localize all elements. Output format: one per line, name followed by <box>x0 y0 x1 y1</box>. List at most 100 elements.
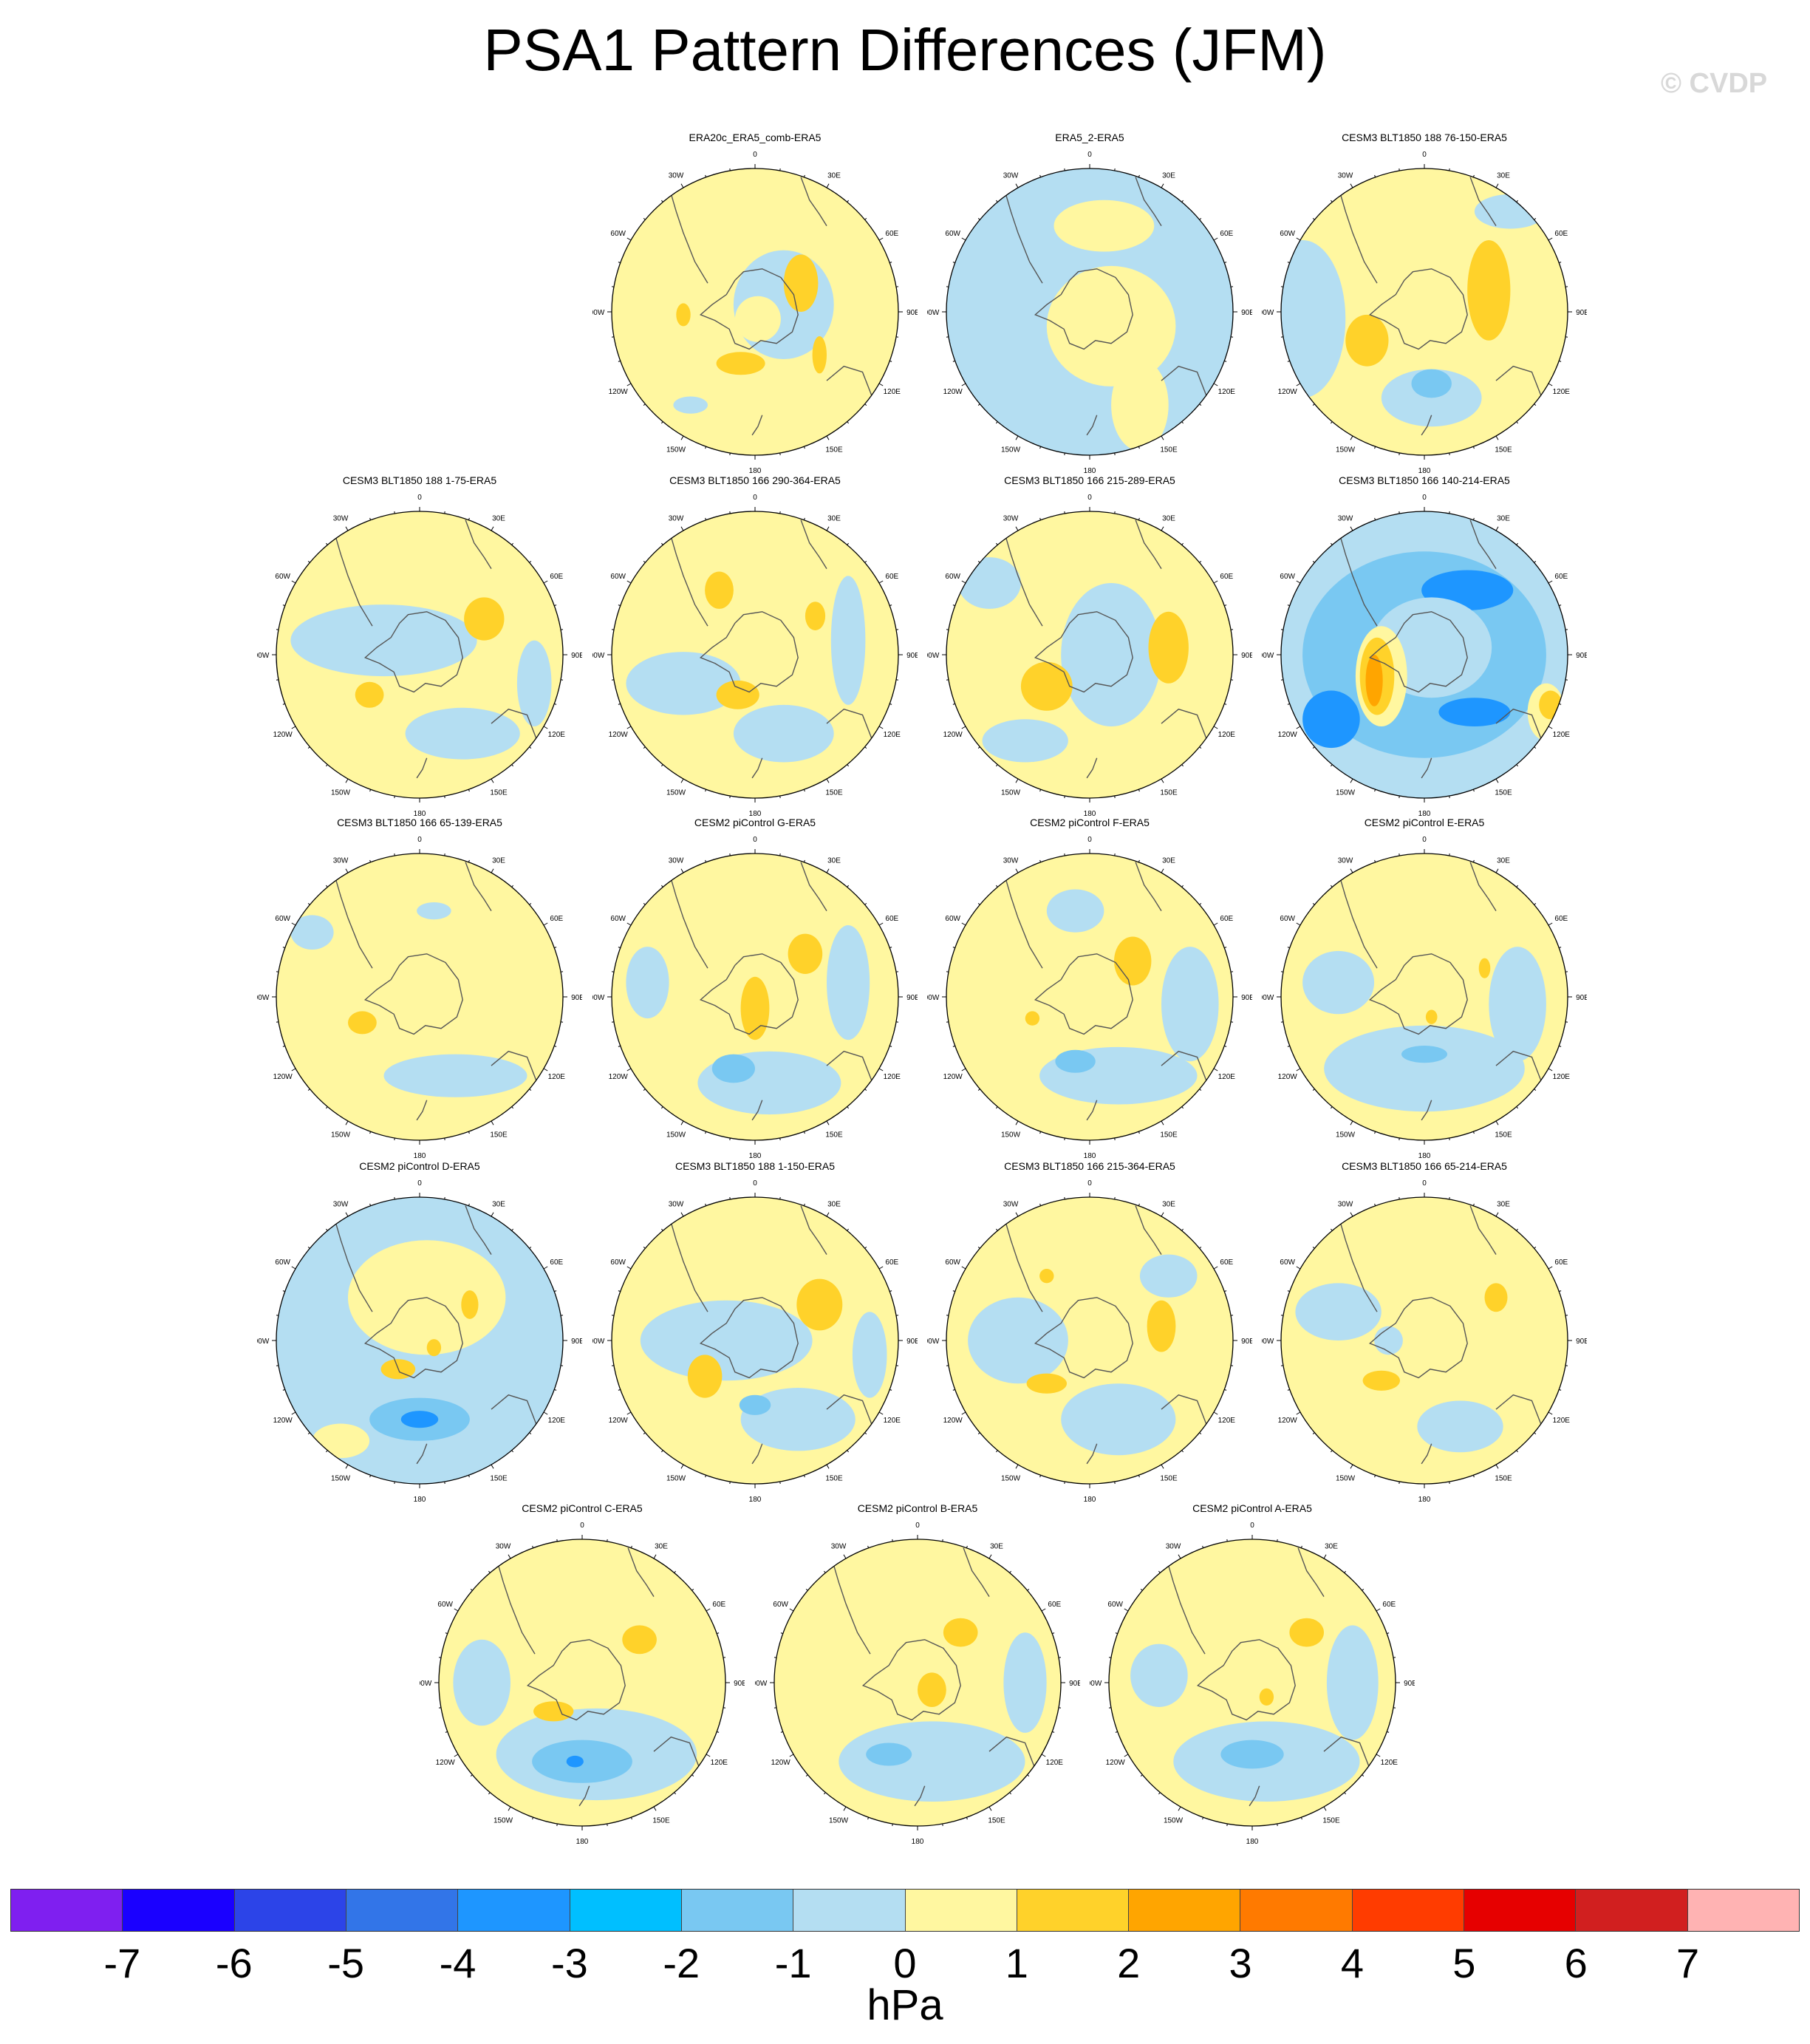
longitude-label: 150E <box>1160 788 1178 797</box>
anomaly-contour <box>355 681 384 708</box>
anomaly-contour <box>687 1355 723 1398</box>
coastline <box>416 1100 428 1121</box>
coastline <box>1421 415 1432 436</box>
panel-title: CESM3 BLT1850 166 290-364-ERA5 <box>669 474 841 486</box>
anomaly-contour <box>1417 1400 1503 1453</box>
longitude-label: 150W <box>331 1131 351 1139</box>
rim-tick <box>1181 421 1184 424</box>
coastline <box>1034 1297 1133 1379</box>
anomaly-contour <box>1139 1254 1198 1298</box>
longitude-label: 90E <box>1576 1338 1587 1346</box>
longitude-label: 60W <box>437 1601 453 1609</box>
rim-tick <box>1516 421 1518 424</box>
rim-tick <box>1376 1754 1381 1757</box>
rim-tick <box>1231 1315 1234 1316</box>
rim-tick <box>643 1432 646 1434</box>
rim-tick <box>1224 262 1227 264</box>
rim-tick <box>1559 947 1562 949</box>
longitude-label: 90E <box>906 652 918 660</box>
rim-tick <box>1138 446 1140 449</box>
rim-tick <box>653 1806 657 1811</box>
longitude-label: 60E <box>1220 230 1233 238</box>
rim-tick <box>1114 168 1116 171</box>
longitude-label: 120E <box>1218 1073 1236 1081</box>
longitude-label: 120E <box>711 1759 728 1767</box>
rim-tick <box>1015 435 1019 440</box>
longitude-label: 120W <box>609 388 629 396</box>
coastline <box>363 1297 463 1379</box>
coastline <box>751 1443 763 1465</box>
longitude-label: 90W <box>257 652 270 660</box>
rim-tick <box>680 526 684 531</box>
rim-tick <box>611 1021 614 1023</box>
longitude-label: 60E <box>1220 915 1233 923</box>
rim-tick <box>1300 1817 1302 1820</box>
longitude-label: 30E <box>655 1543 668 1551</box>
rim-tick <box>561 1315 564 1316</box>
rim-tick <box>511 1228 513 1231</box>
rim-tick <box>977 218 980 220</box>
rim-tick <box>1548 922 1553 926</box>
rim-tick <box>961 383 966 386</box>
longitude-label: 90W <box>1262 1338 1274 1346</box>
colorbar-swatch <box>458 1890 570 1931</box>
coastline <box>1335 1205 1378 1312</box>
rim-tick <box>803 174 805 177</box>
rim-tick <box>618 947 621 949</box>
rim-tick <box>1199 1089 1202 1091</box>
colorbar-tick-label: 1 <box>1005 1940 1028 1986</box>
rim-tick <box>1114 1138 1116 1141</box>
rim-tick <box>1124 1608 1129 1612</box>
rim-tick <box>780 1731 783 1733</box>
longitude-label: 150E <box>1160 1131 1178 1139</box>
rim-tick <box>326 1450 328 1453</box>
panel-title: CESM3 BLT1850 166 65-139-ERA5 <box>337 817 502 828</box>
rim-tick <box>779 511 781 514</box>
coastline <box>653 1736 700 1769</box>
longitude-label: 120E <box>1553 1417 1571 1425</box>
rim-tick <box>779 853 781 856</box>
longitude-label: 90W <box>1262 652 1274 660</box>
longitude-label: 120W <box>1106 1759 1126 1767</box>
rim-tick <box>824 1792 826 1795</box>
map-panel: CESM3 BLT1850 166 65-139-ERA5 0 30E 60E 90E 1… <box>257 817 582 1164</box>
rim-tick <box>878 1068 884 1072</box>
longitude-label: 120W <box>273 731 293 739</box>
rim-tick <box>661 542 663 545</box>
anomaly-contour <box>383 1054 527 1097</box>
rim-tick <box>1015 868 1019 873</box>
longitude-label: 120E <box>1218 388 1236 396</box>
longitude-label: 60E <box>1554 915 1568 923</box>
anomaly-contour <box>1026 1373 1067 1394</box>
rim-tick <box>345 1464 349 1469</box>
anomaly-contour <box>1161 947 1219 1062</box>
polar-map: 0 30E 60E 90E 120E 150E 180 150W 120W 90W 60W 30W <box>592 836 918 1160</box>
rim-tick <box>1181 1450 1184 1453</box>
rim-tick <box>803 1203 805 1206</box>
rim-tick <box>1161 435 1164 440</box>
rim-tick <box>1161 778 1164 783</box>
rim-tick <box>946 1021 949 1023</box>
longitude-label: 120W <box>1278 1417 1298 1425</box>
rim-tick <box>543 1068 548 1072</box>
anomaly-contour <box>839 1721 1025 1802</box>
rim-tick <box>630 1545 632 1548</box>
rim-tick <box>543 726 548 729</box>
rim-tick <box>864 746 867 749</box>
map-panel: CESM3 BLT1850 166 215-289-ERA5 0 30E 60E 90E… <box>927 474 1252 822</box>
coastline <box>1000 1205 1043 1312</box>
longitude-label: 60E <box>550 915 563 923</box>
longitude-label: 30E <box>1497 515 1510 523</box>
rim-tick <box>529 746 532 749</box>
rim-tick <box>291 726 296 729</box>
rim-tick <box>643 218 646 220</box>
rim-tick <box>1548 1411 1553 1415</box>
rim-tick <box>1181 200 1184 202</box>
rim-tick <box>864 1432 867 1434</box>
coastline <box>828 1547 871 1655</box>
rim-tick <box>1161 1120 1164 1125</box>
anomaly-contour <box>1281 240 1346 398</box>
longitude-label: 60W <box>773 1601 788 1609</box>
rim-tick <box>864 1247 867 1249</box>
rim-tick <box>1399 853 1400 856</box>
